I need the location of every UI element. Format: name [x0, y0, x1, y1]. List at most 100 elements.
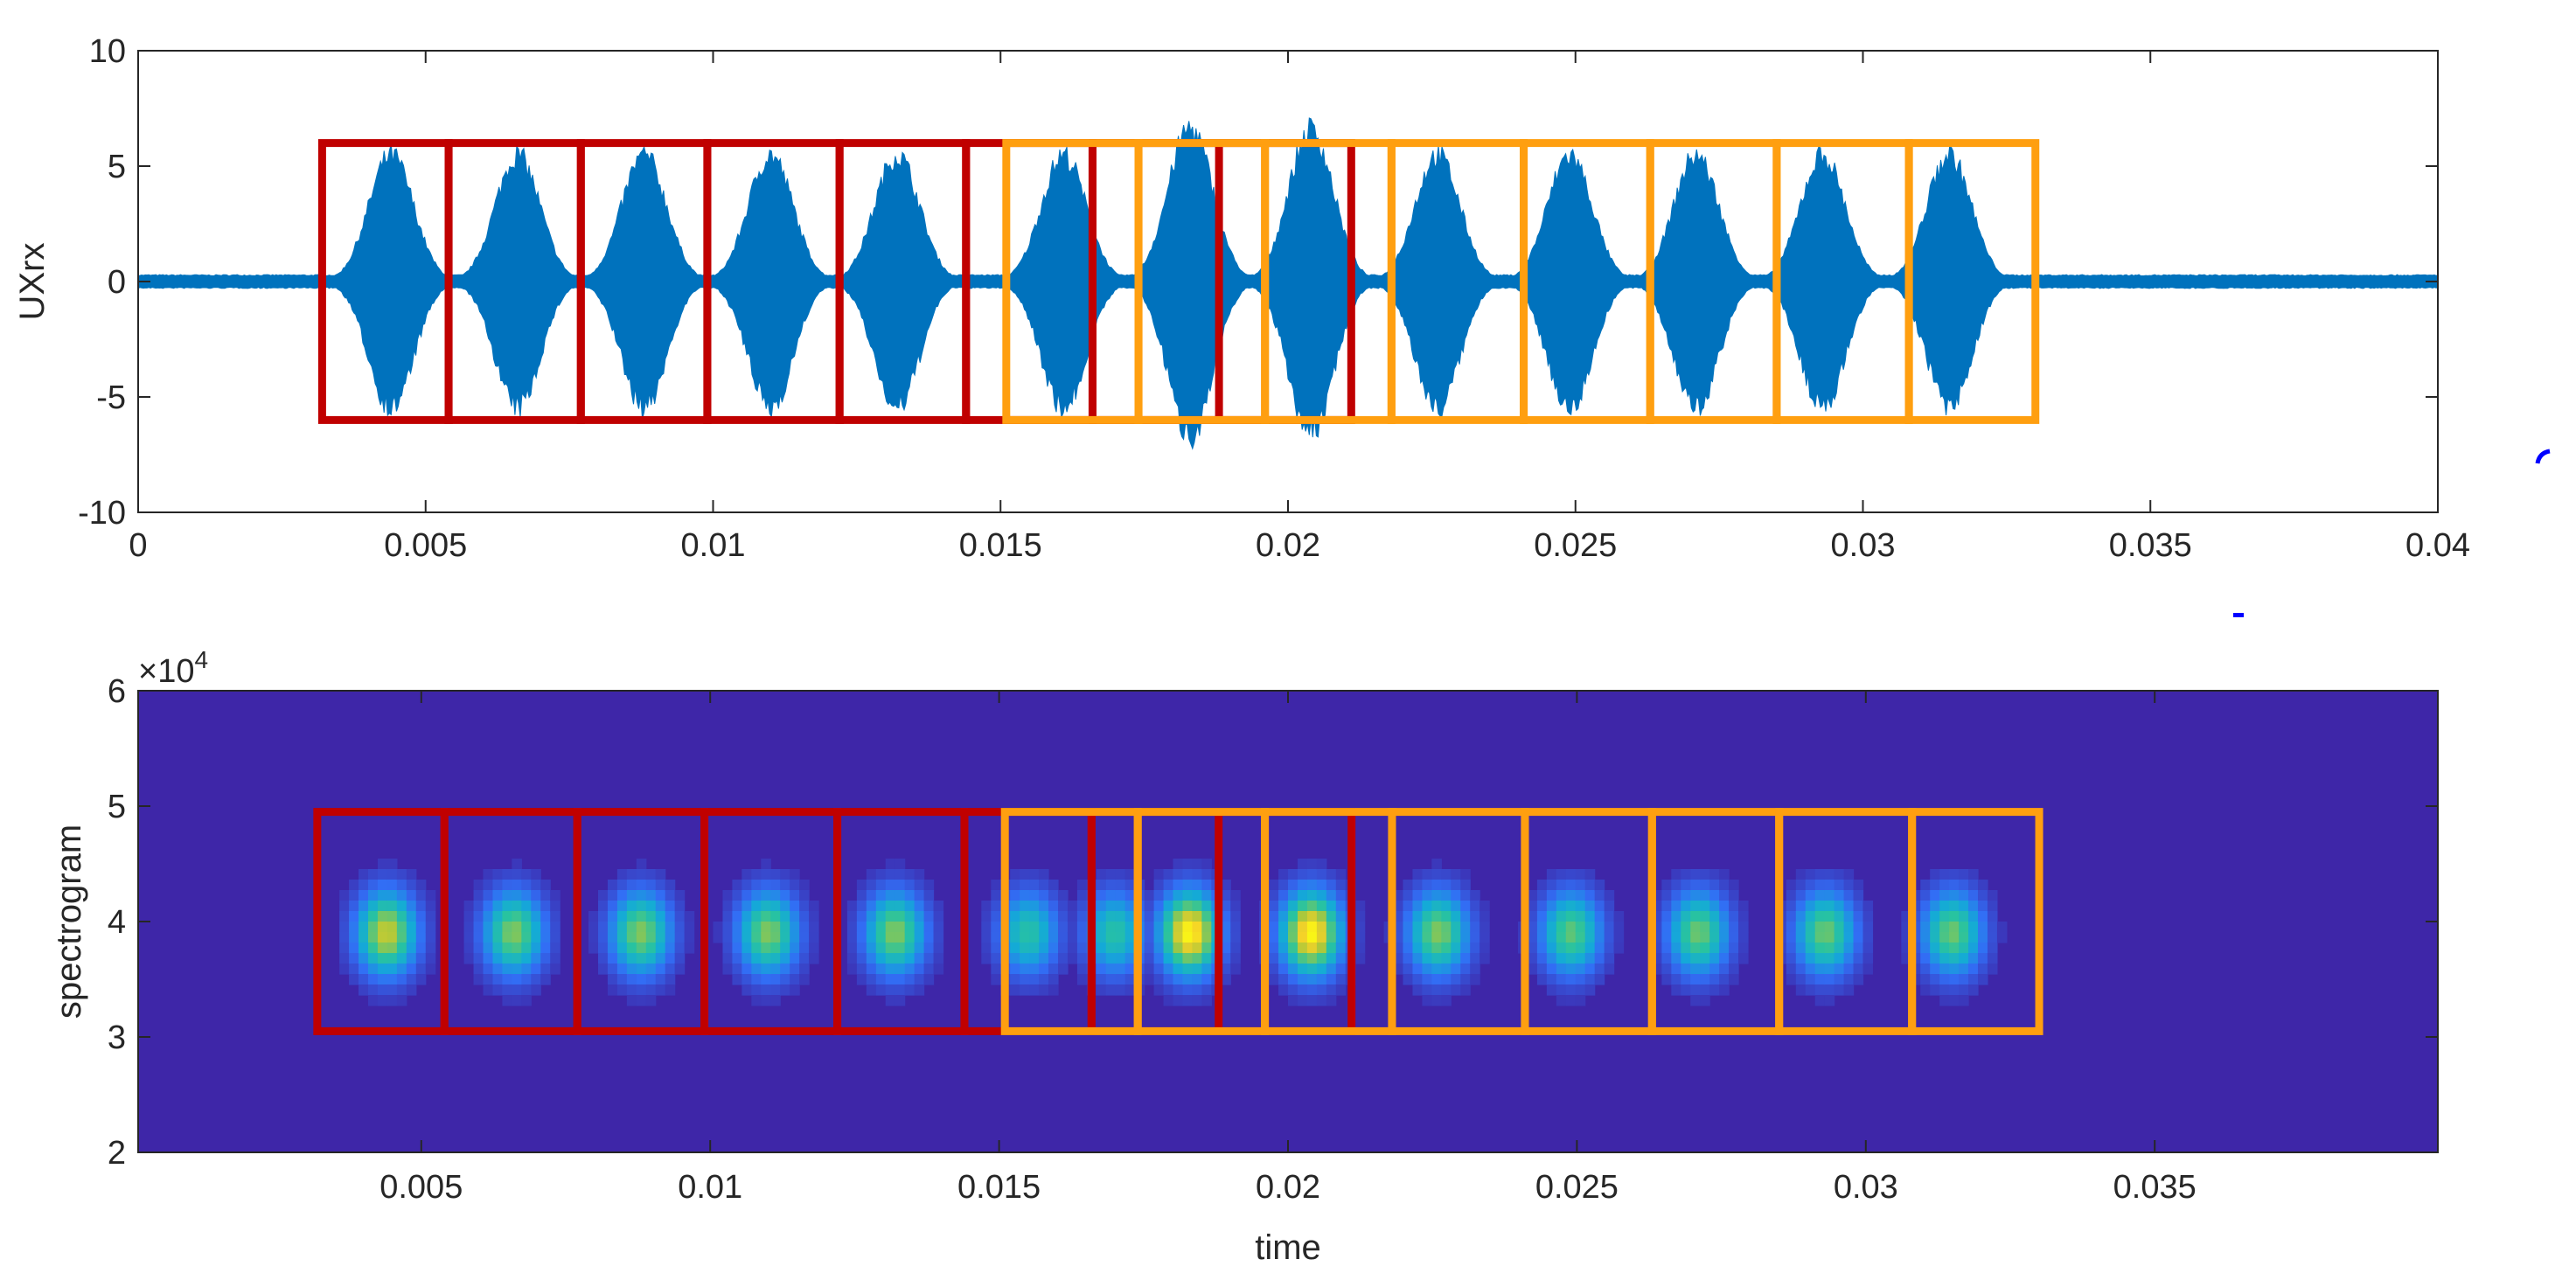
heat-cell — [1920, 880, 1931, 891]
heat-cell — [598, 911, 609, 922]
x-tick-label: 0.005 — [379, 1169, 463, 1206]
heat-cell — [1192, 890, 1202, 901]
heat-cell — [1805, 869, 1816, 880]
heat-cell — [751, 984, 762, 996]
heat-cell — [1124, 943, 1136, 954]
heat-cell — [1470, 922, 1480, 933]
heat-cell — [1451, 964, 1461, 975]
heat-cell — [339, 901, 350, 912]
heat-cell — [1661, 964, 1672, 975]
heat-cell — [1412, 974, 1424, 985]
heat-cell — [1729, 974, 1739, 985]
heat-cell — [875, 911, 887, 922]
heat-cell — [521, 890, 532, 901]
heat-cell — [1709, 932, 1720, 943]
heat-cell — [1729, 943, 1739, 954]
heat-cell — [386, 911, 398, 922]
heat-cell — [751, 974, 762, 985]
heat-cell — [1297, 964, 1308, 975]
heat-cell — [1834, 922, 1845, 933]
heat-cell — [1652, 901, 1662, 912]
heat-cell — [1297, 869, 1308, 880]
heat-cell — [1451, 901, 1461, 912]
heat-cell — [1192, 859, 1202, 870]
heat-cell — [914, 932, 925, 943]
heat-cell — [981, 932, 992, 943]
x-tick-label: 0.04 — [2405, 527, 2470, 564]
heat-cell — [1124, 922, 1136, 933]
heat-cell — [1124, 911, 1136, 922]
heat-cell — [1105, 984, 1117, 996]
heat-cell — [1920, 964, 1931, 975]
heat-cell — [1853, 922, 1864, 933]
heat-cell — [550, 922, 560, 933]
heat-cell — [1096, 984, 1107, 996]
heat-cell — [1441, 943, 1452, 954]
heat-cell — [483, 964, 494, 975]
heat-cell — [636, 869, 647, 880]
heat-cell — [1105, 932, 1117, 943]
heat-cell — [1278, 890, 1289, 901]
heat-cell — [1182, 984, 1194, 996]
heat-cell — [636, 901, 647, 912]
heat-cell — [1306, 880, 1318, 891]
heat-cell — [1306, 922, 1318, 933]
heat-cell — [1105, 964, 1117, 975]
heat-cell — [1431, 880, 1442, 891]
heat-cell — [1096, 943, 1107, 954]
heat-cell — [655, 964, 666, 975]
heat-cell — [1575, 953, 1586, 964]
heat-cell — [1144, 901, 1155, 912]
heat-cell — [1690, 922, 1701, 933]
heat-cell — [1096, 953, 1107, 964]
heat-cell — [1441, 995, 1452, 1006]
spectrogram-plot: 0.005 0.01 0.015 0.02 0.025 0.03 0.035 2 3 4 5 6 ×1… — [50, 646, 2439, 1267]
heat-cell — [1115, 869, 1126, 880]
heat-cell — [512, 922, 522, 933]
heat-cell — [1843, 922, 1855, 933]
heat-cell — [512, 953, 522, 964]
heat-cell — [991, 964, 1001, 975]
heat-cell — [406, 943, 417, 954]
heat-cell — [1412, 901, 1424, 912]
heat-cell — [1565, 901, 1577, 912]
heat-cell — [1862, 943, 1874, 954]
heat-cell — [1575, 869, 1586, 880]
heat-cell — [875, 880, 887, 891]
heat-cell — [914, 869, 925, 880]
heat-cell — [1221, 974, 1231, 985]
heat-cell — [1805, 880, 1816, 891]
heat-cell — [1201, 859, 1212, 870]
heat-cell — [665, 953, 676, 964]
heat-cell — [1230, 890, 1241, 901]
heat-cell — [1681, 984, 1691, 996]
heat-cell — [1920, 922, 1931, 933]
heat-cell — [1029, 984, 1040, 996]
heat-cell — [1930, 943, 1940, 954]
heat-cell — [722, 922, 734, 933]
heat-cell — [1153, 964, 1165, 975]
heat-cell — [1039, 943, 1049, 954]
heat-cell — [1124, 869, 1136, 880]
heat-cell — [1393, 964, 1404, 975]
heat-cell — [1306, 932, 1318, 943]
heat-cell — [616, 964, 628, 975]
heat-cell — [674, 911, 686, 922]
heat-cell — [1671, 890, 1681, 901]
heat-cell — [866, 922, 877, 933]
heat-cell — [914, 974, 925, 985]
heat-cell — [1221, 943, 1231, 954]
heat-cell — [875, 869, 887, 880]
heat-cell — [1968, 922, 1979, 933]
heat-cell — [1431, 859, 1442, 870]
heat-cell — [1306, 953, 1318, 964]
heat-cell — [1556, 984, 1567, 996]
heat-cell — [1546, 953, 1557, 964]
heat-cell — [1403, 880, 1414, 891]
heat-cell — [1901, 922, 1911, 933]
heat-cell — [770, 984, 781, 996]
heat-cell — [368, 901, 379, 912]
heat-cell — [981, 953, 992, 964]
heat-cell — [521, 995, 532, 1006]
heat-cell — [1441, 953, 1452, 964]
